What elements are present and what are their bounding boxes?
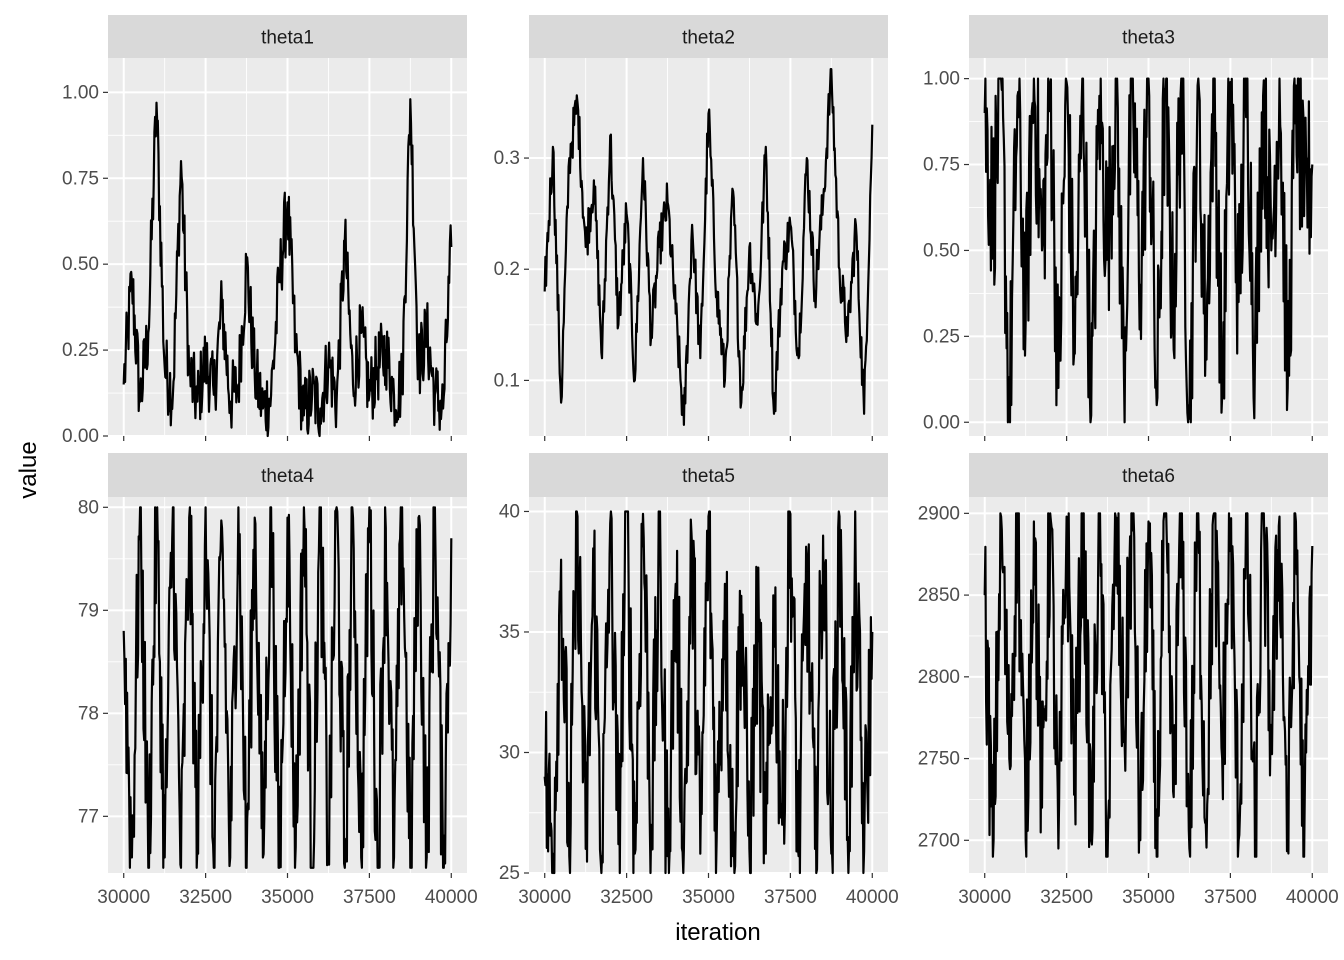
panel-theta4-x-tick-label: 40000 xyxy=(425,887,478,908)
panel-theta5-y-tick-label: 40 xyxy=(499,501,520,522)
panel-theta5-x-tick-label: 40000 xyxy=(846,887,899,908)
panel-theta2: theta2 0.1 0.2 0.3 xyxy=(494,15,888,441)
panel-theta4: theta4 77 78 79 80 30000 32500 35000 37500 40000 xyxy=(78,453,478,908)
panel-theta6-x-tick-label: 37500 xyxy=(1204,887,1257,908)
panel-theta2-y-tick-label: 0.1 xyxy=(494,370,520,391)
panel-theta5-y-tick-label: 30 xyxy=(499,742,520,763)
panel-theta6-strip-label: theta6 xyxy=(1122,466,1175,487)
panel-theta6-x-tick-label: 40000 xyxy=(1286,887,1339,908)
panel-theta5-x-tick-label: 30000 xyxy=(518,887,571,908)
panel-theta6-y-tick-label: 2850 xyxy=(918,585,960,606)
panel-theta4-x-tick-label: 30000 xyxy=(97,887,150,908)
panel-theta4-x-tick-label: 35000 xyxy=(261,887,314,908)
panel-theta2-strip-label: theta2 xyxy=(682,28,735,49)
y-axis-title: value xyxy=(15,441,42,498)
panel-theta6-x-tick-label: 32500 xyxy=(1040,887,1093,908)
panel-theta3-strip-label: theta3 xyxy=(1122,28,1175,49)
panel-theta5-strip-label: theta5 xyxy=(682,466,735,487)
panel-theta5: theta5 25 30 35 40 30000 32500 35000 37500 40000 xyxy=(499,453,899,908)
panel-theta4-y-tick-label: 78 xyxy=(78,703,99,724)
panel-theta3-y-tick-label: 0.75 xyxy=(923,155,960,176)
panel-theta6: theta6 2700 2750 2800 2850 2900 30000 32500 3500… xyxy=(918,453,1339,908)
panel-theta4-x-tick-label: 32500 xyxy=(179,887,232,908)
panel-theta1: theta1 0.00 0.25 0.50 0.75 1.00 xyxy=(62,15,467,447)
panel-theta6-y-tick-label: 2750 xyxy=(918,749,960,770)
panel-theta5-y-tick-label: 25 xyxy=(499,863,520,884)
panel-theta3-y-tick-label: 0.25 xyxy=(923,326,960,347)
panel-theta1-y-tick-label: 1.00 xyxy=(62,82,99,103)
panel-theta6-y-tick-label: 2700 xyxy=(918,830,960,851)
panel-theta3-y-tick-label: 1.00 xyxy=(923,69,960,90)
panel-theta1-y-tick-label: 0.00 xyxy=(62,426,99,447)
panel-theta6-x-tick-label: 35000 xyxy=(1122,887,1175,908)
panel-theta3: theta3 0.00 0.25 0.50 0.75 1.00 xyxy=(923,15,1328,441)
panel-theta3-y-tick-label: 0.00 xyxy=(923,412,960,433)
panel-theta1-y-tick-label: 0.50 xyxy=(62,254,99,275)
facet-panels: theta1 0.00 0.25 0.50 0.75 1.00 theta2 0.1 0.2 0.… xyxy=(62,15,1339,908)
panel-theta4-y-tick-label: 79 xyxy=(78,600,99,621)
panel-theta3-y-tick-label: 0.50 xyxy=(923,240,960,261)
panel-theta4-x-tick-label: 37500 xyxy=(343,887,396,908)
panel-theta4-strip-label: theta4 xyxy=(261,466,314,487)
x-axis-title: iteration xyxy=(675,919,760,946)
panel-theta4-y-tick-label: 80 xyxy=(78,497,99,518)
panel-theta2-y-tick-label: 0.3 xyxy=(494,148,520,169)
panel-theta6-x-tick-label: 30000 xyxy=(958,887,1011,908)
panel-theta1-y-tick-label: 0.75 xyxy=(62,168,99,189)
panel-theta4-y-tick-label: 77 xyxy=(78,806,99,827)
panel-theta6-y-tick-label: 2900 xyxy=(918,503,960,524)
panel-theta6-y-tick-label: 2800 xyxy=(918,667,960,688)
panel-theta5-y-tick-label: 35 xyxy=(499,622,520,643)
panel-theta1-strip-label: theta1 xyxy=(261,28,314,49)
panel-theta5-x-tick-label: 37500 xyxy=(764,887,817,908)
panel-theta2-y-tick-label: 0.2 xyxy=(494,259,520,280)
panel-theta5-x-tick-label: 35000 xyxy=(682,887,735,908)
panel-theta5-x-tick-label: 32500 xyxy=(600,887,653,908)
panel-theta1-y-tick-label: 0.25 xyxy=(62,340,99,361)
